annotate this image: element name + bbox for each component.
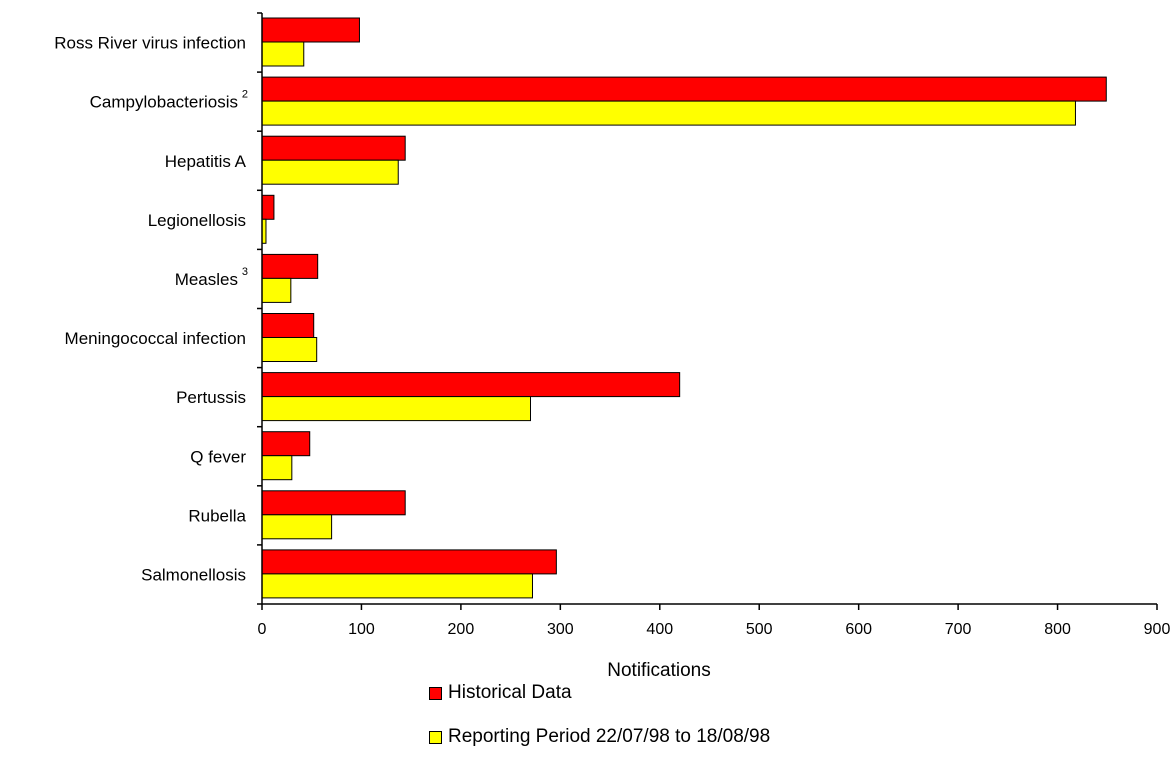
bar-legionellosis-historical xyxy=(261,194,275,220)
bar-meningococcal-infection-historical xyxy=(261,313,315,338)
x-tick-label-900: 900 xyxy=(1144,621,1171,638)
x-axis-title: Notifications xyxy=(607,660,711,681)
bars-group xyxy=(261,17,1107,599)
legend-item-reporting-period: Reporting Period 22/07/98 to 18/08/98 xyxy=(429,725,770,749)
bar-measles-reporting-period xyxy=(261,277,292,303)
x-tick-label-800: 800 xyxy=(1044,621,1071,638)
legend: Historical Data Reporting Period 22/07/9… xyxy=(429,681,770,769)
category-label-rubella: Rubella xyxy=(188,506,246,525)
bar-salmonellosis-historical xyxy=(261,549,557,575)
legend-item-historical: Historical Data xyxy=(429,681,770,705)
bar-campylobacteriosis-historical xyxy=(261,76,1107,102)
bar-q-fever-reporting-period xyxy=(261,455,293,481)
legend-label-reporting-period: Reporting Period 22/07/98 to 18/08/98 xyxy=(448,726,771,747)
bar-rubella-historical xyxy=(261,490,406,516)
category-label-ross-river-virus-infection: Ross River virus infection xyxy=(54,34,246,53)
bar-pertussis-reporting-period xyxy=(261,396,531,422)
category-superscript-measles: 3 xyxy=(242,266,248,278)
bar-rubella-reporting-period xyxy=(261,514,333,540)
category-label-salmonellosis: Salmonellosis xyxy=(141,565,246,584)
category-label-pertussis: Pertussis xyxy=(176,388,246,407)
x-tick-label-100: 100 xyxy=(348,621,375,638)
category-label-meningococcal-infection: Meningococcal infection xyxy=(65,329,246,348)
bar-meningococcal-infection-reporting-period xyxy=(261,337,318,362)
bar-salmonellosis-reporting-period xyxy=(261,573,533,599)
bar-q-fever-historical xyxy=(261,431,311,457)
x-tick-label-500: 500 xyxy=(746,621,773,638)
legend-swatch-reporting-period xyxy=(429,730,442,744)
bar-campylobacteriosis-reporting-period xyxy=(261,100,1076,126)
axes-group xyxy=(257,12,1158,610)
bar-hepatitis-a-historical xyxy=(261,135,406,161)
category-labels: Ross River virus infection Campylobacteri… xyxy=(54,34,248,585)
bar-chart: Ross River virus infection Campylobacteri… xyxy=(54,12,1171,681)
x-tick-labels: 0 100 200 300 400 500 600 700 800 900 xyxy=(258,621,1171,638)
x-tick-label-400: 400 xyxy=(646,621,673,638)
bar-ross-river-virus-infection-reporting-period xyxy=(261,41,305,67)
bar-hepatitis-a-reporting-period xyxy=(261,159,399,185)
category-label-campylobacteriosis: Campylobacteriosis xyxy=(90,93,238,112)
category-label-hepatitis-a: Hepatitis A xyxy=(165,152,247,171)
bar-measles-historical xyxy=(261,253,319,279)
legend-swatch-historical xyxy=(429,686,442,700)
category-label-q-fever: Q fever xyxy=(190,447,246,466)
category-label-measles: Measles xyxy=(175,270,238,289)
category-label-legionellosis: Legionellosis xyxy=(148,211,246,230)
bar-pertussis-historical xyxy=(261,372,681,398)
x-tick-label-200: 200 xyxy=(448,621,475,638)
bar-ross-river-virus-infection-historical xyxy=(261,17,360,43)
x-tick-label-300: 300 xyxy=(547,621,574,638)
x-tick-label-600: 600 xyxy=(845,621,872,638)
category-superscript-campylobacteriosis: 2 xyxy=(242,89,248,101)
x-tick-label-0: 0 xyxy=(258,621,267,638)
legend-label-historical: Historical Data xyxy=(448,682,572,703)
x-tick-label-700: 700 xyxy=(945,621,972,638)
